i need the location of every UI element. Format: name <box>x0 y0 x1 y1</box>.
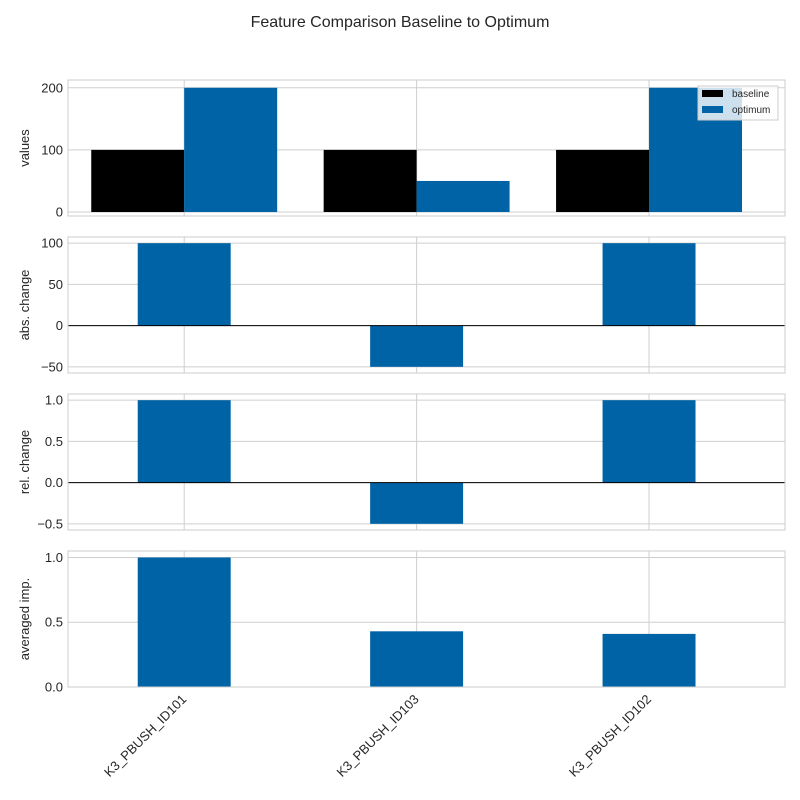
bar-baseline <box>556 149 650 213</box>
bar <box>370 631 464 687</box>
y-tick-label: 1.0 <box>45 393 63 408</box>
y-tick-label: 0.5 <box>45 434 63 449</box>
y-axis-label: rel. change <box>17 430 32 494</box>
bar <box>602 400 696 483</box>
panel-1: 0 100 200 values baseline optimum <box>17 79 786 220</box>
y-tick-label: 0.0 <box>45 680 63 695</box>
y-axis-label: averaged imp. <box>17 578 32 660</box>
x-tick-label: K3_PBUSH_ID101 <box>101 692 189 780</box>
bar <box>137 557 231 687</box>
legend-swatch-optimum <box>702 106 723 113</box>
panels: 0 100 200 values baseline optimum −50 0 50 100 abs… <box>17 79 786 780</box>
y-axis-label: abs. change <box>17 270 32 341</box>
y-tick-label: 1.0 <box>45 550 63 565</box>
bar <box>137 243 231 326</box>
axes-frame <box>67 550 786 688</box>
y-tick-label: 0 <box>56 318 63 333</box>
y-tick-label: 0.5 <box>45 615 63 630</box>
bar <box>370 482 464 524</box>
panel-4: 0.0 0.5 1.0 averaged imp. <box>17 550 786 695</box>
axes-frame <box>67 79 786 217</box>
y-axis-label: values <box>17 129 32 167</box>
legend-label-optimum: optimum <box>732 105 770 116</box>
legend-box <box>697 85 779 121</box>
y-tick-label: −0.5 <box>37 516 63 531</box>
legend-swatch-baseline <box>702 90 723 97</box>
legend-label-baseline: baseline <box>732 89 770 100</box>
y-tick-label: 100 <box>41 236 63 251</box>
y-tick-label: −50 <box>41 359 63 374</box>
bar-baseline <box>323 149 417 213</box>
panel-3: −0.5 0.0 0.5 1.0 rel. change <box>17 393 786 531</box>
x-tick-label: K3_PBUSH_ID102 <box>566 692 654 780</box>
bar <box>602 243 696 326</box>
x-tick-label: K3_PBUSH_ID103 <box>333 692 421 780</box>
bar-optimum <box>416 180 510 213</box>
bar <box>137 400 231 483</box>
panel-2: −50 0 50 100 abs. change <box>17 236 786 374</box>
legend: baseline optimum <box>697 85 779 121</box>
bar-optimum <box>184 87 278 213</box>
axes-frame <box>67 236 786 374</box>
bar-baseline <box>91 149 185 213</box>
y-tick-label: 50 <box>49 277 63 292</box>
axes-frame <box>67 393 786 531</box>
y-tick-label: 100 <box>41 142 63 157</box>
y-tick-label: 200 <box>41 80 63 95</box>
y-tick-label: 0.0 <box>45 475 63 490</box>
bar <box>602 633 696 687</box>
bar <box>370 325 464 367</box>
chart-title: Feature Comparison Baseline to Optimum <box>251 14 550 31</box>
y-tick-label: 0 <box>56 205 63 220</box>
x-axis: K3_PBUSH_ID101 K3_PBUSH_ID103 K3_PBUSH_ID1… <box>101 692 654 780</box>
